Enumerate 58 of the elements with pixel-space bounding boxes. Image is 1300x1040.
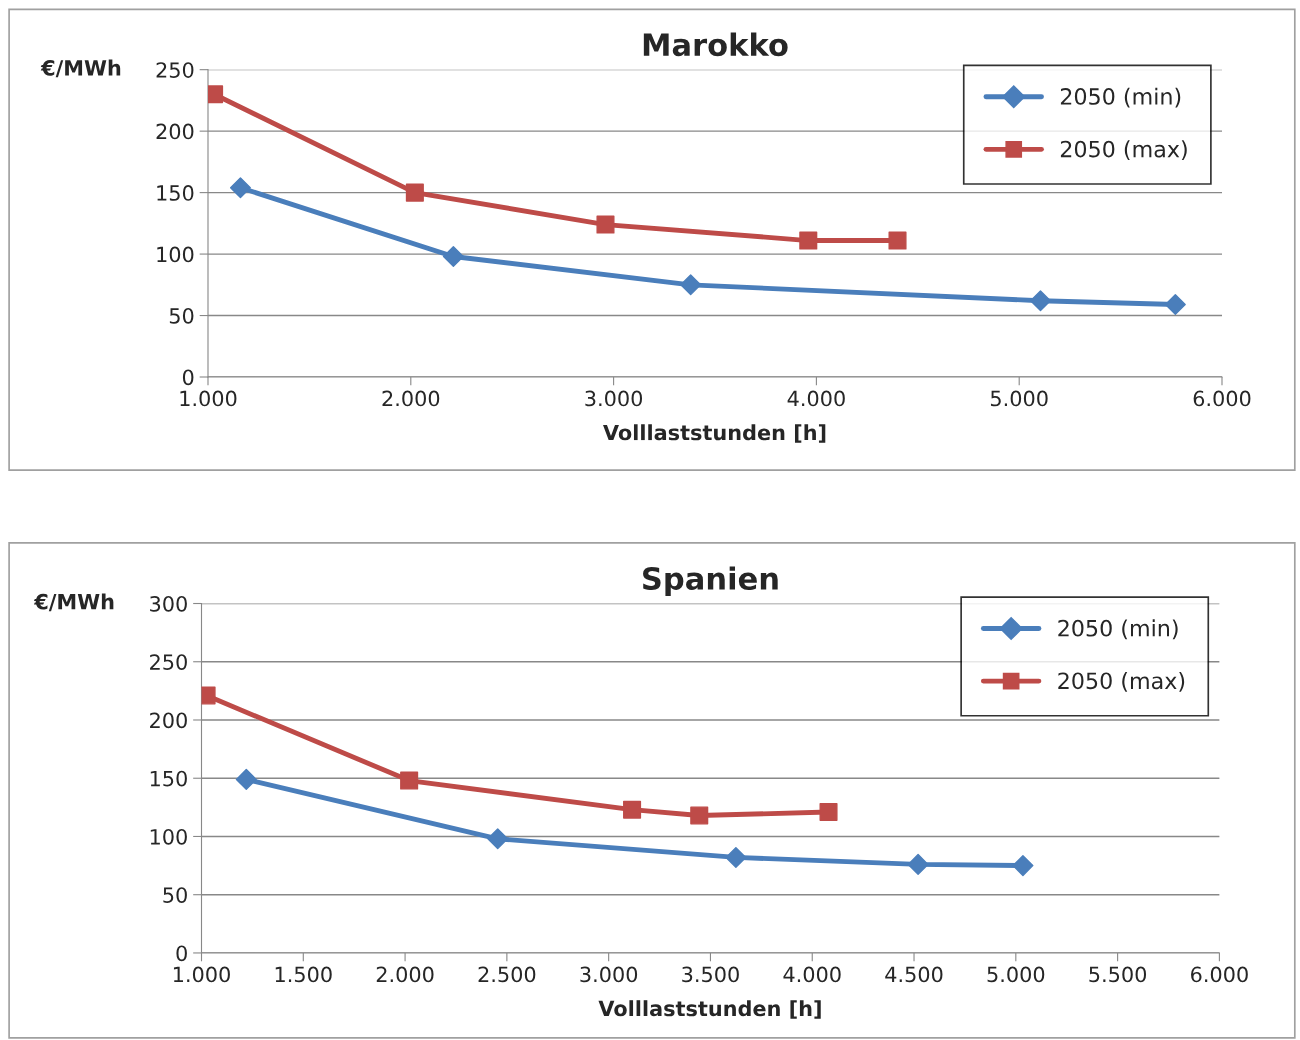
point — [1164, 293, 1186, 315]
legend-label: 2050 (max) — [1058, 672, 1185, 692]
point — [596, 215, 615, 234]
x-tick-label: 3.500 — [682, 966, 739, 983]
legend-label: 2050 (min) — [1058, 619, 1178, 640]
legend-label: 2050 (min) — [1060, 87, 1181, 108]
y-tick-label: 100 — [157, 246, 194, 263]
x-tick-label: 2.000 — [382, 390, 440, 407]
x-tick-label: 6.000 — [1193, 390, 1251, 407]
point — [819, 802, 838, 822]
x-axis-title: Volllaststunden [h] — [598, 1000, 821, 1019]
point — [400, 771, 419, 790]
x-tick-label: 4.000 — [783, 966, 841, 983]
point — [725, 846, 747, 868]
y-axis-title: €/MWh — [40, 59, 121, 78]
chart-title: Spanien — [643, 566, 778, 596]
x-tick-label: 2.500 — [478, 966, 536, 983]
point — [1012, 855, 1034, 877]
chart-title: Marokko — [643, 32, 788, 57]
legend-label: 2050 (max) — [1060, 140, 1187, 161]
y-tick-label: 300 — [150, 595, 187, 612]
point — [623, 800, 642, 819]
x-tick-label: 5.000 — [987, 966, 1045, 983]
y-tick-label: 50 — [163, 887, 187, 903]
y-tick-label: 250 — [156, 62, 194, 78]
y-tick-label: 50 — [169, 307, 194, 324]
point — [405, 183, 424, 202]
x-tick-label: 6.000 — [1191, 966, 1248, 983]
x-tick-label: 4.000 — [787, 390, 845, 407]
x-tick-label: 3.000 — [585, 390, 643, 407]
x-tick-label: 1.500 — [275, 966, 332, 983]
x-tick-label: 5.000 — [990, 390, 1048, 407]
y-tick-label: 150 — [150, 770, 187, 787]
x-tick-label: 1.000 — [180, 390, 237, 407]
x-tick-label: 5.500 — [1089, 966, 1147, 983]
x-tick-label: 1.000 — [173, 966, 230, 983]
point — [907, 853, 929, 875]
x-tick-label: 3.000 — [580, 966, 638, 983]
y-tick-label: 100 — [150, 828, 187, 845]
y-tick-label: 150 — [157, 185, 194, 201]
y-axis-title: €/MWh — [33, 593, 114, 612]
point — [442, 246, 464, 268]
point — [235, 768, 257, 790]
x-tick-label: 2.000 — [376, 966, 434, 983]
point — [888, 231, 907, 250]
point — [229, 177, 251, 199]
y-tick-label: 200 — [156, 123, 194, 140]
y-tick-label: 200 — [150, 712, 187, 729]
y-tick-label: 250 — [150, 654, 187, 670]
point — [690, 806, 709, 825]
y-tick-label: 0 — [176, 945, 187, 962]
point — [799, 231, 818, 250]
x-axis-title: Volllaststunden [h] — [603, 424, 826, 443]
point — [1029, 290, 1052, 312]
point — [680, 274, 702, 296]
point — [487, 828, 509, 850]
y-tick-label: 0 — [182, 369, 194, 386]
x-tick-label: 4.500 — [885, 966, 943, 983]
